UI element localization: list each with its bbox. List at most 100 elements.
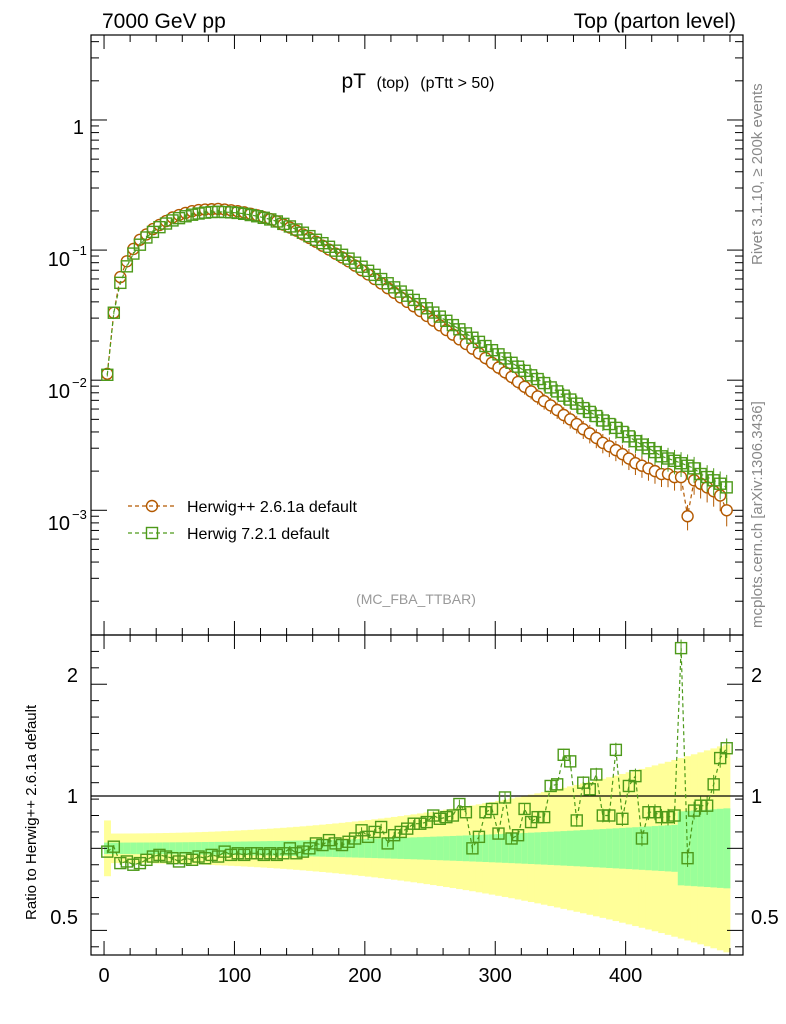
inner-band-bin [240, 841, 248, 856]
ratio-data-point [564, 755, 577, 768]
data-point-herwig7 [185, 208, 199, 221]
ratio-data-point [127, 858, 140, 871]
ratio-data-point [433, 812, 447, 825]
collision-energy-label: 7000 GeV pp [102, 10, 226, 33]
legend-entry-herwigpp: Herwig++ 2.6.1a default [128, 499, 357, 516]
ratio-data-point [642, 806, 655, 819]
plot-title-sub1: (top) [376, 75, 409, 92]
inner-band-bin [632, 827, 640, 870]
analysis-tag: (MC_FBA_TTBAR) [356, 591, 476, 607]
inner-band-bin [723, 808, 731, 889]
ratio-data-point [505, 832, 518, 845]
ratio-data-point [577, 776, 590, 789]
data-point-herwig7 [577, 401, 590, 415]
ratio-data-point [355, 824, 368, 837]
inner-band-bin [580, 830, 587, 867]
inner-band-bin [390, 838, 398, 859]
ratio-series-layer [101, 639, 733, 871]
inner-band-bin [345, 839, 353, 858]
data-point-herwig7 [205, 205, 218, 219]
data-point-herwig7 [616, 425, 629, 439]
main-frame [90, 34, 744, 636]
ratio-data-point [479, 806, 492, 819]
ratio-data-point [440, 810, 453, 824]
inner-band-bin [553, 831, 561, 866]
ratio-data-point [172, 855, 186, 868]
ratio-data-point [179, 851, 192, 865]
inner-band-bin [162, 842, 170, 855]
ratio-data-point [414, 817, 427, 830]
data-point-herwig7 [518, 364, 531, 378]
inner-band-bin [136, 842, 144, 855]
data-point-herwig7 [277, 217, 290, 231]
xtick-label: 400 [609, 965, 642, 987]
ratio-data-point [635, 832, 649, 845]
ratio-data-point [446, 809, 460, 822]
ratio-data-point [629, 769, 642, 783]
data-point-herwig7 [244, 208, 257, 222]
ratio-data-point [570, 814, 583, 827]
ratio-data-point [166, 851, 179, 865]
main-axis-ticks [91, 35, 743, 635]
data-point-herwig7 [283, 220, 297, 233]
data-point-herwig7 [290, 223, 303, 236]
inner-band-bin [338, 839, 346, 858]
ratio-data-point [427, 809, 440, 822]
ratio-data-point [218, 845, 231, 858]
data-point-herwig7 [446, 318, 460, 332]
inner-band-bin [195, 842, 203, 855]
inner-band-bin [143, 842, 151, 855]
ratio-data-point [342, 835, 355, 848]
ratio-data-point [544, 779, 557, 793]
data-point-herwig7 [120, 260, 134, 273]
ratio-data-point [120, 855, 134, 868]
ratio-data-point [264, 847, 277, 860]
data-point-herwig7 [531, 372, 544, 386]
ratio-data-point [387, 829, 401, 842]
inner-band-bin [417, 837, 424, 860]
legend-label-herwigpp: Herwig++ 2.6.1a default [187, 499, 357, 516]
inner-band-bin [658, 825, 666, 871]
inner-band-bin [664, 825, 672, 872]
inner-band-bin [436, 836, 444, 861]
inner-band-bin [260, 841, 268, 856]
ratio-data-point [720, 742, 733, 755]
ratio-data-point [257, 848, 270, 862]
ratio-data-point [511, 829, 525, 842]
data-point-herwig7 [342, 252, 355, 265]
data-point-herwig7 [694, 467, 707, 481]
ratio-data-point [381, 837, 394, 850]
inner-band-bin [495, 834, 503, 863]
data-point-herwig7 [348, 256, 362, 269]
inner-band-bin [423, 836, 431, 860]
data-point-herwig7 [133, 238, 147, 251]
inner-band-bin [488, 834, 496, 863]
inner-band-bin [201, 842, 209, 855]
ratio-data-point [329, 837, 342, 850]
inner-band-bin [175, 842, 183, 855]
rivet-label: Rivet 3.1.10, ≥ 200k events [749, 83, 766, 265]
data-point-herwig7 [668, 454, 681, 468]
ratio-data-point [192, 850, 205, 863]
data-point-herwig7 [479, 339, 492, 353]
ratio-data-point [531, 810, 544, 824]
data-point-herwig7 [414, 297, 427, 311]
ratio-data-point [205, 848, 218, 862]
data-point-herwig7 [433, 310, 447, 323]
uncertainty-bands [104, 744, 731, 953]
inner-band-bin [319, 839, 327, 857]
data-point-herwig7 [264, 213, 277, 226]
ratio-data-point [596, 809, 610, 822]
x-tick-labels: 0 100 200 300 400 [98, 965, 642, 987]
data-point-herwig7 [303, 229, 316, 243]
inner-band-bin [221, 841, 229, 855]
data-point-herwig7 [218, 205, 231, 219]
data-point-herwig7 [420, 302, 433, 315]
ratio-data-point [459, 806, 473, 819]
ratio-data-point [661, 810, 675, 824]
data-point-herwig7 [166, 214, 179, 227]
inner-band-bin [227, 841, 235, 855]
data-point-herwigpp [681, 510, 694, 523]
ratio-data-point [557, 748, 570, 761]
data-point-herwig7 [700, 470, 714, 484]
